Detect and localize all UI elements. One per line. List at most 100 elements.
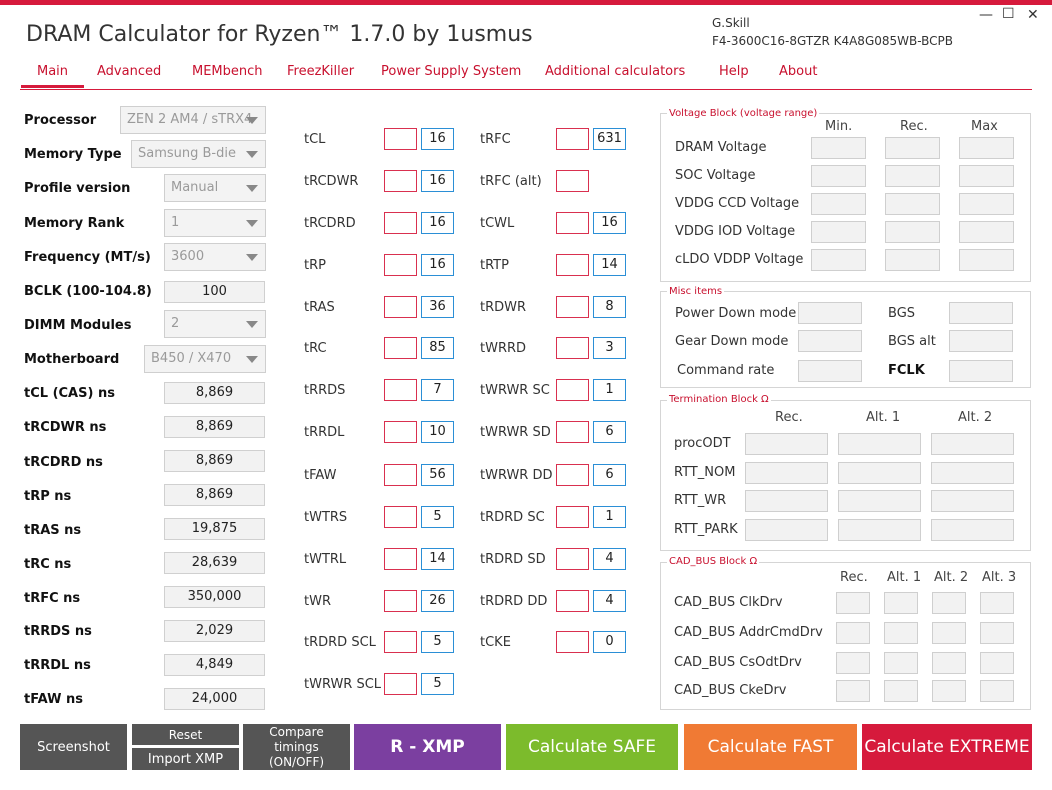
timing-input[interactable] xyxy=(384,673,417,695)
timing-input[interactable] xyxy=(556,337,589,359)
timing-input[interactable] xyxy=(384,170,417,192)
timing-input[interactable] xyxy=(384,296,417,318)
termination-alt2-field xyxy=(931,519,1014,541)
ns-label: tRP ns xyxy=(24,489,72,504)
processor-select[interactable]: ZEN 2 AM4 / sTRX4 xyxy=(120,106,266,134)
memory-rank-select[interactable]: 1 xyxy=(164,209,266,237)
maximize-button[interactable]: ☐ xyxy=(1002,6,1015,22)
termination-rec-field xyxy=(745,490,828,512)
profile-version-select[interactable]: Manual xyxy=(164,174,266,202)
voltage-row-label: DRAM Voltage xyxy=(675,140,767,155)
voltage-min-field xyxy=(811,221,866,243)
import-xmp-button[interactable]: Import XMP xyxy=(132,748,239,770)
timing-value: 8 xyxy=(593,296,626,318)
timing-value: 3 xyxy=(593,337,626,359)
r-xmp-button[interactable]: R - XMP xyxy=(354,724,501,770)
column-header: Min. xyxy=(825,119,853,134)
timing-value: 16 xyxy=(593,212,626,234)
timing-input[interactable] xyxy=(384,506,417,528)
voltage-row-label: cLDO VDDP Voltage xyxy=(675,252,804,267)
timing-label: tWTRS xyxy=(304,510,348,525)
timing-value: 36 xyxy=(421,296,454,318)
reset-button[interactable]: Reset xyxy=(132,724,239,745)
compare-timings-button[interactable]: Compare timings (ON/OFF) xyxy=(243,724,350,770)
motherboard-select[interactable]: B450 / X470 xyxy=(144,345,266,373)
cadbus-alt1-field xyxy=(884,680,918,702)
timing-input[interactable] xyxy=(556,421,589,443)
tab-help[interactable]: Help xyxy=(719,64,749,79)
ns-value: 28,639 xyxy=(164,552,265,574)
tab-about[interactable]: About xyxy=(779,64,818,79)
termination-alt2-field xyxy=(931,490,1014,512)
timing-input[interactable] xyxy=(384,464,417,486)
bgs-alt-label: BGS alt xyxy=(888,334,936,349)
tab-main[interactable]: Main xyxy=(20,64,85,88)
memory-rank-label: Memory Rank xyxy=(24,216,125,231)
bclk-input[interactable]: 100 xyxy=(164,281,265,303)
timing-input[interactable] xyxy=(556,128,589,150)
voltage-rec-field xyxy=(885,165,940,187)
timing-value: 5 xyxy=(421,673,454,695)
dimm-modules-select[interactable]: 2 xyxy=(164,310,266,338)
timing-input[interactable] xyxy=(556,631,589,653)
timing-input[interactable] xyxy=(556,506,589,528)
timing-label: tRDRD SC xyxy=(480,510,545,525)
timing-input[interactable] xyxy=(384,128,417,150)
timing-label: tRFC (alt) xyxy=(480,174,542,189)
cadbus-alt3-field xyxy=(980,592,1014,614)
timing-label: tWRWR SC xyxy=(480,383,550,398)
timing-input[interactable] xyxy=(556,212,589,234)
tab-additional-calculators[interactable]: Additional calculators xyxy=(545,64,686,79)
timing-input[interactable] xyxy=(556,296,589,318)
voltage-row-label: VDDG IOD Voltage xyxy=(675,224,796,239)
calculate-safe-button[interactable]: Calculate SAFE xyxy=(506,724,678,770)
ns-label: tRCDWR ns xyxy=(24,420,107,435)
timing-input[interactable] xyxy=(384,421,417,443)
timing-input[interactable] xyxy=(384,548,417,570)
column-header: Alt. 2 xyxy=(934,570,969,585)
timing-input[interactable] xyxy=(384,631,417,653)
close-button[interactable]: ✕ xyxy=(1027,7,1039,23)
voltage-block-title: Voltage Block (voltage range) xyxy=(667,108,820,119)
command-rate-label: Command rate xyxy=(677,363,775,378)
frequency-select[interactable]: 3600 xyxy=(164,243,266,271)
timing-label: tWRWR DD xyxy=(480,468,553,483)
tab-power-supply-system[interactable]: Power Supply System xyxy=(381,64,522,79)
calculate-extreme-button[interactable]: Calculate EXTREME xyxy=(862,724,1032,770)
power-down-mode-field xyxy=(798,302,862,324)
timing-label: tRTP xyxy=(480,258,509,273)
timing-value: 0 xyxy=(593,631,626,653)
timing-input[interactable] xyxy=(556,170,589,192)
tab-membench[interactable]: MEMbench xyxy=(192,64,263,79)
app-title: DRAM Calculator for Ryzen™ 1.7.0 by 1usm… xyxy=(26,22,533,47)
cadbus-block xyxy=(660,562,1031,710)
timing-input[interactable] xyxy=(384,254,417,276)
column-header: Alt. 3 xyxy=(982,570,1017,585)
timing-input[interactable] xyxy=(556,590,589,612)
voltage-max-field xyxy=(959,221,1014,243)
timing-input[interactable] xyxy=(384,212,417,234)
timing-value: 26 xyxy=(421,590,454,612)
timing-input[interactable] xyxy=(384,337,417,359)
timing-input[interactable] xyxy=(556,464,589,486)
calculate-fast-button[interactable]: Calculate FAST xyxy=(684,724,857,770)
tab-advanced[interactable]: Advanced xyxy=(97,64,162,79)
chevron-down-icon xyxy=(246,321,258,328)
cadbus-rec-field xyxy=(836,680,870,702)
timing-value: 6 xyxy=(593,421,626,443)
tab-freezkiller[interactable]: FreezKiller xyxy=(287,64,355,79)
screenshot-button[interactable]: Screenshot xyxy=(20,724,127,770)
timing-input[interactable] xyxy=(556,254,589,276)
timing-label: tWRWR SCL xyxy=(304,677,382,692)
timing-input[interactable] xyxy=(384,590,417,612)
memory-type-select[interactable]: Samsung B-die xyxy=(131,140,266,168)
voltage-min-field xyxy=(811,137,866,159)
voltage-min-field xyxy=(811,193,866,215)
ns-label: tFAW ns xyxy=(24,692,83,707)
timing-input[interactable] xyxy=(556,548,589,570)
timing-input[interactable] xyxy=(556,379,589,401)
timing-label: tWRRD xyxy=(480,341,527,356)
timing-input[interactable] xyxy=(384,379,417,401)
chevron-down-icon xyxy=(246,254,258,261)
minimize-button[interactable]: — xyxy=(979,7,993,23)
